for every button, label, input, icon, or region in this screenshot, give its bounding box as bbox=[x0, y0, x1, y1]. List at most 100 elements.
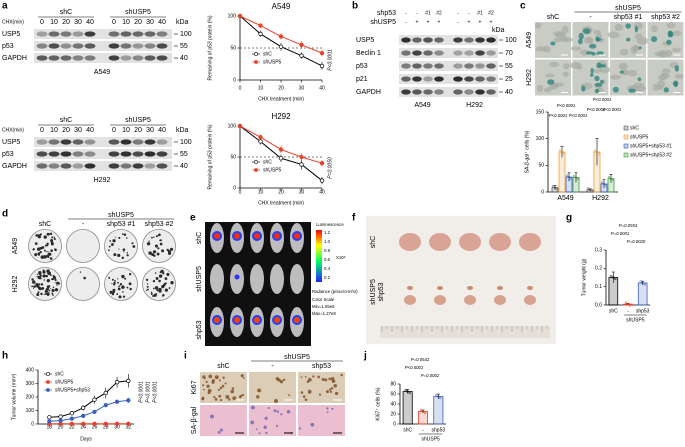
blot-band bbox=[144, 55, 156, 61]
lane-header: CHX(min) bbox=[2, 127, 24, 133]
blot-band bbox=[475, 76, 485, 82]
colony bbox=[123, 233, 127, 236]
condition-lane: #1 bbox=[477, 10, 483, 16]
colony bbox=[39, 233, 43, 236]
bar bbox=[417, 411, 428, 425]
marker-label: 40 bbox=[505, 89, 513, 96]
signal-core bbox=[254, 233, 260, 239]
replicate-dot bbox=[626, 302, 630, 306]
cell bbox=[662, 68, 671, 74]
row-label: p53 bbox=[356, 63, 368, 70]
colony bbox=[45, 288, 48, 290]
tumor bbox=[519, 233, 541, 251]
blot-band bbox=[453, 50, 463, 56]
row-label: p21 bbox=[356, 76, 368, 83]
cell-line: H292 bbox=[94, 177, 111, 184]
blot-band bbox=[464, 37, 474, 43]
blot-strip bbox=[399, 87, 498, 97]
replicate-dot bbox=[612, 276, 615, 279]
y-tick-label: 50 bbox=[230, 45, 236, 51]
replicate-dot bbox=[610, 274, 613, 278]
colony bbox=[34, 253, 38, 257]
stain bbox=[651, 36, 658, 43]
blot-band bbox=[434, 76, 444, 82]
replicate-dot bbox=[419, 408, 423, 412]
row-label: GAPDH bbox=[2, 163, 27, 170]
blot-band bbox=[486, 76, 496, 82]
y-tick-label: 100 bbox=[26, 408, 35, 414]
colony bbox=[36, 293, 40, 297]
blot-band bbox=[132, 163, 144, 169]
replicate-dot bbox=[439, 396, 442, 400]
colony bbox=[153, 287, 155, 290]
panel-letter: j bbox=[363, 351, 367, 362]
blot-strip bbox=[34, 41, 172, 51]
stain bbox=[242, 377, 245, 380]
stain bbox=[298, 427, 302, 430]
colony bbox=[146, 242, 151, 246]
point bbox=[126, 378, 131, 383]
colony bbox=[52, 278, 55, 280]
lane-label: 0 bbox=[40, 127, 44, 134]
x-axis-title: CHX treatment (min) bbox=[258, 96, 304, 102]
colony bbox=[155, 235, 159, 238]
signal-core bbox=[234, 233, 240, 239]
colony bbox=[46, 251, 48, 253]
p-value: P<0.0001 bbox=[327, 49, 333, 71]
colony bbox=[119, 284, 121, 286]
colony bbox=[110, 291, 115, 295]
row-label: shC bbox=[370, 236, 377, 248]
cell bbox=[592, 68, 602, 74]
x-tick-label: 28 bbox=[103, 424, 109, 430]
blot-band bbox=[72, 43, 84, 49]
colony bbox=[35, 234, 39, 237]
stain bbox=[210, 414, 214, 419]
colony bbox=[159, 271, 162, 274]
mouse bbox=[250, 264, 264, 294]
cell bbox=[562, 37, 573, 43]
stain bbox=[228, 398, 231, 401]
stain bbox=[663, 87, 669, 93]
point bbox=[69, 416, 75, 421]
legend-label: shUSP5 bbox=[55, 379, 74, 385]
colony bbox=[46, 287, 50, 291]
colony bbox=[111, 278, 114, 281]
point bbox=[92, 409, 97, 415]
colony bbox=[40, 283, 43, 285]
stain bbox=[328, 377, 332, 381]
colorbar-tick: 0.4 bbox=[324, 266, 331, 271]
cell bbox=[618, 62, 628, 71]
condition-lane: - bbox=[405, 10, 407, 16]
colony bbox=[32, 280, 36, 284]
legend-label: shUSP5+shp53 #2 bbox=[630, 152, 672, 158]
blot-band bbox=[412, 76, 422, 82]
colony bbox=[37, 291, 40, 294]
condition-label: shp53 bbox=[377, 10, 396, 17]
stain bbox=[205, 380, 208, 383]
blot-band bbox=[120, 55, 132, 61]
signal-core bbox=[294, 317, 300, 323]
blot-band bbox=[72, 55, 84, 61]
stain bbox=[594, 75, 600, 82]
blot-band bbox=[434, 37, 444, 43]
x-tick-label: 24 bbox=[80, 424, 86, 430]
colony bbox=[47, 289, 49, 292]
stain bbox=[333, 383, 338, 388]
lane-label: 0 bbox=[112, 19, 116, 26]
replicate-dot bbox=[574, 176, 578, 179]
colony bbox=[108, 276, 111, 279]
cell bbox=[672, 30, 682, 37]
colony bbox=[36, 275, 38, 278]
stain bbox=[668, 31, 674, 38]
y-tick-label: 400 bbox=[26, 367, 35, 373]
colony bbox=[38, 271, 42, 275]
column-label: shC bbox=[547, 14, 559, 21]
replicate-dot bbox=[555, 188, 559, 191]
colony bbox=[39, 250, 42, 254]
colony bbox=[118, 295, 122, 299]
point bbox=[237, 13, 243, 19]
replicate-dot bbox=[423, 411, 427, 415]
stain bbox=[276, 410, 280, 413]
p-value: P<0.0001 bbox=[569, 113, 588, 118]
chart-title: H292 bbox=[271, 112, 291, 121]
